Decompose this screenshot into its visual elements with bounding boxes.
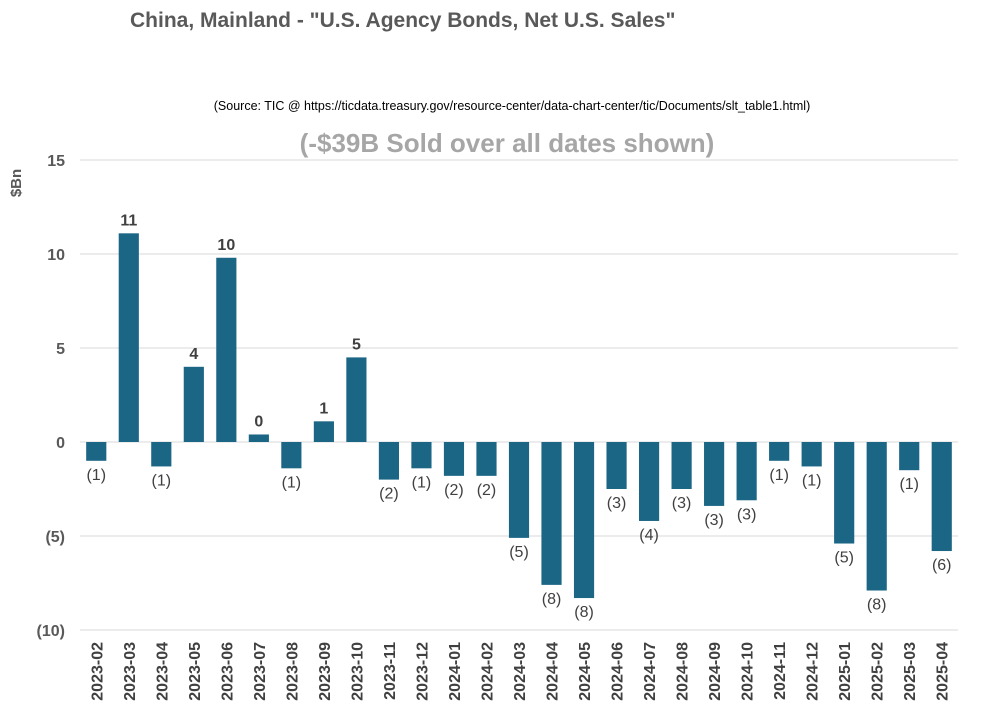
x-tick-label: 2023-02 bbox=[89, 642, 106, 701]
bar bbox=[638, 442, 660, 521]
data-label: (1) bbox=[86, 467, 106, 484]
x-tick-label: 2024-06 bbox=[610, 642, 627, 701]
bar bbox=[281, 442, 302, 469]
data-label: (8) bbox=[867, 597, 887, 614]
bar bbox=[508, 442, 530, 538]
data-label: (1) bbox=[152, 472, 172, 489]
data-label: (3) bbox=[737, 506, 757, 523]
x-tick-label: 2023-10 bbox=[349, 642, 366, 701]
data-labels: (1) 11 (1) 4 10 0 (1) 1 5 (2) (1) (2) (2) (5) (8) (8) (3… bbox=[86, 212, 951, 621]
bar bbox=[378, 442, 400, 480]
data-label: (3) bbox=[672, 495, 692, 512]
chart-title: China, Mainland - "U.S. Agency Bonds, Ne… bbox=[130, 9, 675, 32]
data-label: (1) bbox=[802, 472, 822, 489]
y-tick-label: 15 bbox=[47, 153, 65, 170]
bar bbox=[443, 442, 465, 476]
bar bbox=[118, 233, 139, 442]
data-label: (2) bbox=[379, 486, 399, 503]
bar bbox=[899, 442, 920, 471]
data-label: (5) bbox=[834, 550, 854, 567]
data-label: 1 bbox=[319, 400, 328, 417]
x-tick-label: 2024-10 bbox=[740, 642, 757, 701]
x-tick-label: 2023-11 bbox=[382, 642, 399, 700]
x-tick-label: 2023-03 bbox=[122, 642, 139, 701]
x-tick-label: 2024-12 bbox=[805, 642, 822, 701]
data-label: (2) bbox=[477, 482, 497, 499]
data-label: (6) bbox=[932, 557, 952, 574]
x-tick-label: 2023-09 bbox=[317, 642, 334, 701]
x-tick-label: 2024-11 bbox=[772, 642, 789, 700]
data-label: (8) bbox=[542, 591, 562, 608]
y-tick-label: 10 bbox=[47, 247, 65, 264]
x-tick-label: 2023-08 bbox=[284, 642, 301, 701]
bar bbox=[704, 442, 725, 506]
data-label: (1) bbox=[412, 474, 432, 491]
bar bbox=[476, 442, 497, 476]
data-label: (1) bbox=[282, 474, 302, 491]
x-tick-label: 2025-04 bbox=[935, 642, 952, 701]
x-tick-label: 2023-12 bbox=[414, 642, 431, 701]
data-label: (2) bbox=[444, 482, 464, 499]
y-axis-label: $Bn bbox=[8, 169, 25, 197]
bar bbox=[736, 442, 757, 501]
data-label: (3) bbox=[704, 512, 724, 529]
x-tick-label: 2024-01 bbox=[447, 642, 464, 701]
bar bbox=[86, 442, 107, 461]
y-tick-label: 5 bbox=[56, 341, 65, 358]
bar bbox=[411, 442, 432, 469]
data-label: (5) bbox=[509, 544, 529, 561]
x-tick-label: 2024-08 bbox=[675, 642, 692, 701]
bar bbox=[183, 366, 204, 442]
data-label: 4 bbox=[189, 346, 198, 363]
bar bbox=[313, 421, 334, 442]
x-tick-label: 2024-07 bbox=[642, 642, 659, 701]
x-tick-label: 2023-04 bbox=[154, 642, 171, 701]
bar bbox=[801, 442, 822, 467]
data-label: 11 bbox=[120, 212, 137, 229]
bar bbox=[866, 442, 887, 591]
x-axis-ticks: 2023-02 2023-03 2023-04 2023-05 2023-06 2023-… bbox=[89, 642, 951, 701]
x-tick-label: 2023-06 bbox=[219, 642, 236, 701]
x-tick-label: 2024-05 bbox=[577, 642, 594, 701]
data-label: 5 bbox=[352, 336, 361, 353]
data-label: (1) bbox=[899, 476, 919, 493]
data-label: (1) bbox=[769, 467, 789, 484]
x-tick-label: 2024-02 bbox=[479, 642, 496, 701]
bar bbox=[931, 442, 952, 552]
chart-source: (Source: TIC @ https://ticdata.treasury.… bbox=[214, 99, 811, 113]
bar bbox=[606, 442, 627, 489]
x-tick-label: 2025-03 bbox=[902, 642, 919, 701]
bar bbox=[573, 442, 595, 599]
bar bbox=[541, 442, 562, 585]
x-tick-label: 2023-05 bbox=[187, 642, 204, 701]
data-label: 10 bbox=[217, 237, 235, 254]
bar bbox=[216, 257, 237, 442]
x-tick-label: 2025-02 bbox=[870, 642, 887, 701]
x-tick-label: 2024-09 bbox=[707, 642, 724, 701]
x-tick-label: 2023-07 bbox=[252, 642, 269, 701]
x-tick-label: 2024-03 bbox=[512, 642, 529, 701]
chart-subtitle: (-$39B Sold over all dates shown) bbox=[300, 128, 715, 158]
x-tick-label: 2025-01 bbox=[837, 642, 854, 701]
x-tick-label: 2024-04 bbox=[545, 642, 562, 701]
data-label: 0 bbox=[254, 413, 263, 430]
bar bbox=[834, 442, 855, 544]
bar bbox=[151, 442, 172, 467]
data-label: (4) bbox=[639, 527, 659, 544]
bar bbox=[769, 442, 790, 461]
y-tick-label: (10) bbox=[37, 623, 65, 640]
bar bbox=[248, 434, 269, 442]
y-tick-label: (5) bbox=[45, 529, 65, 546]
data-label: (3) bbox=[607, 495, 627, 512]
bar bbox=[671, 442, 692, 489]
bars bbox=[86, 233, 952, 599]
bar bbox=[346, 357, 367, 442]
y-axis-ticks: 15 10 5 0 (5) (10) bbox=[37, 153, 66, 640]
y-tick-label: 0 bbox=[56, 435, 65, 452]
data-label: (8) bbox=[574, 604, 594, 621]
